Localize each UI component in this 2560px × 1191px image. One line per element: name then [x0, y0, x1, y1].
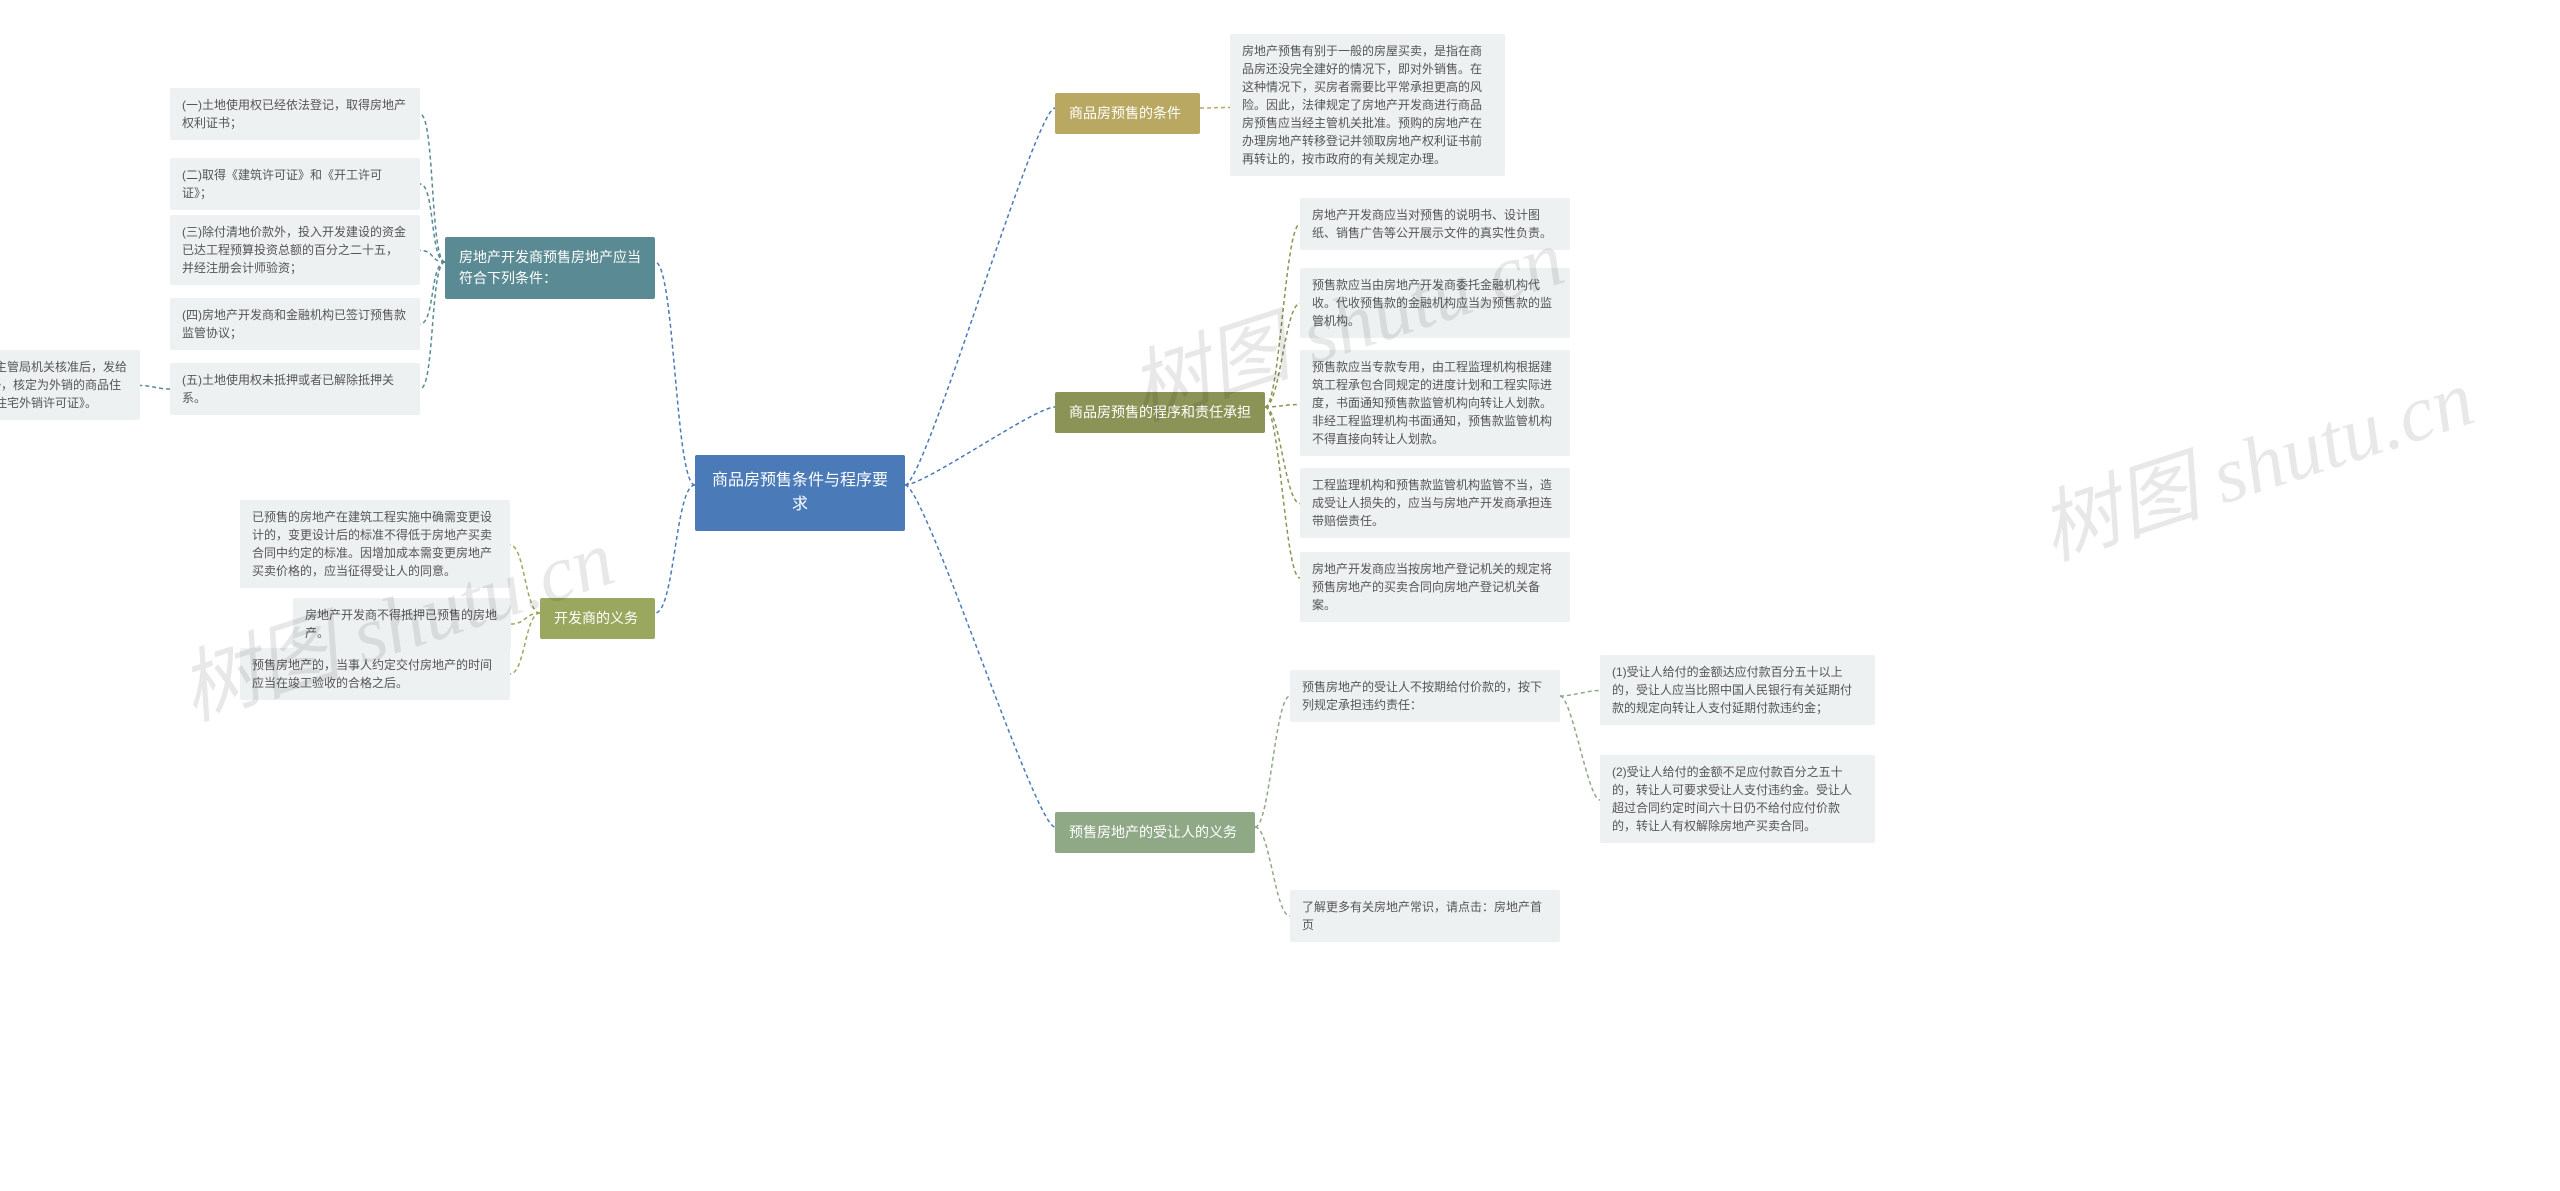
- leaf-node: 预售款应当专款专用，由工程监理机构根据建筑工程承包合同规定的进度计划和工程实际进…: [1300, 350, 1570, 456]
- leaf-node: 了解更多有关房地产常识，请点击：房地产首页: [1290, 890, 1560, 942]
- leaf-node: (五)土地使用权未抵押或者已解除抵押关系。: [170, 363, 420, 415]
- leaf-node: (三)除付清地价款外，投入开发建设的资金已达工程预算投资总额的百分之二十五，并经…: [170, 215, 420, 285]
- branch-b1: 房地产开发商预售房地产应当符合下列条件：: [445, 237, 655, 299]
- leaf-node: 房地产开发商应当按房地产登记机关的规定将预售房地产的买卖合同向房地产登记机关备案…: [1300, 552, 1570, 622]
- leaf-node: 预售款应当由房地产开发商委托金融机构代收。代收预售款的金融机构应当为预售款的监管…: [1300, 268, 1570, 338]
- branch-b3: 商品房预售的条件: [1055, 93, 1200, 134]
- leaf-node: (1)受让人给付的金额达应付款百分五十以上的，受让人应当比照中国人民银行有关延期…: [1600, 655, 1875, 725]
- leaf-node: 已预售的房地产在建筑工程实施中确需变更设计的，变更设计后的标准不得低于房地产买卖…: [240, 500, 510, 588]
- leaf-node: (二)取得《建筑许可证》和《开工许可证》；: [170, 158, 420, 210]
- leaf-node: (2)受让人给付的金额不足应付款百分之五十的，转让人可要求受让人支付违约金。受让…: [1600, 755, 1875, 843]
- branch-b4: 商品房预售的程序和责任承担: [1055, 392, 1265, 433]
- branch-b2: 开发商的义务: [540, 598, 655, 639]
- leaf-node: 符合上列条件的，经主管局机关核准后，发给《房地产预售许可证》，核定为外销的商品住…: [0, 350, 140, 420]
- leaf-node: 预售房地产的，当事人约定交付房地产的时间应当在竣工验收的合格之后。: [240, 648, 510, 700]
- leaf-node: 工程监理机构和预售款监管机构监管不当，造成受让人损失的，应当与房地产开发商承担连…: [1300, 468, 1570, 538]
- watermark: 树图 shutu.cn: [2023, 333, 2486, 582]
- leaf-node: (一)土地使用权已经依法登记，取得房地产权利证书；: [170, 88, 420, 140]
- leaf-node: (四)房地产开发商和金融机构已签订预售款监管协议；: [170, 298, 420, 350]
- leaf-node: 房地产开发商不得抵押已预售的房地产。: [293, 598, 511, 650]
- leaf-node: 房地产开发商应当对预售的说明书、设计图纸、销售广告等公开展示文件的真实性负责。: [1300, 198, 1570, 250]
- branch-b5: 预售房地产的受让人的义务: [1055, 812, 1255, 853]
- leaf-node: 房地产预售有别于一般的房屋买卖，是指在商品房还没完全建好的情况下，即对外销售。在…: [1230, 34, 1505, 176]
- leaf-node: 预售房地产的受让人不按期给付价款的，按下列规定承担违约责任：: [1290, 670, 1560, 722]
- root-node: 商品房预售条件与程序要求: [695, 455, 905, 531]
